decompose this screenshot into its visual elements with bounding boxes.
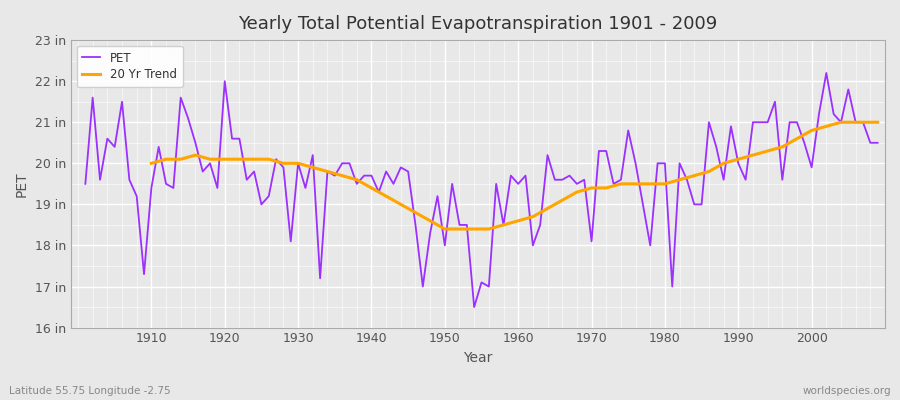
20 Yr Trend — [865, 120, 876, 125]
20 Yr Trend — [835, 120, 846, 125]
PET — [513, 182, 524, 186]
Line: PET: PET — [86, 73, 878, 307]
Y-axis label: PET: PET — [15, 171, 29, 197]
Text: worldspecies.org: worldspecies.org — [803, 386, 891, 396]
20 Yr Trend — [872, 120, 883, 125]
PET — [344, 161, 355, 166]
PET — [821, 70, 832, 75]
20 Yr Trend — [146, 161, 157, 166]
PET — [80, 182, 91, 186]
20 Yr Trend — [308, 165, 319, 170]
20 Yr Trend — [644, 182, 655, 186]
Title: Yearly Total Potential Evapotranspiration 1901 - 2009: Yearly Total Potential Evapotranspiratio… — [238, 15, 717, 33]
PET — [608, 182, 619, 186]
PET — [872, 140, 883, 145]
Text: Latitude 55.75 Longitude -2.75: Latitude 55.75 Longitude -2.75 — [9, 386, 171, 396]
Legend: PET, 20 Yr Trend: PET, 20 Yr Trend — [76, 46, 183, 87]
20 Yr Trend — [688, 173, 699, 178]
PET — [520, 173, 531, 178]
X-axis label: Year: Year — [464, 351, 492, 365]
PET — [300, 186, 310, 190]
20 Yr Trend — [439, 227, 450, 232]
20 Yr Trend — [381, 194, 392, 198]
PET — [469, 305, 480, 310]
20 Yr Trend — [366, 186, 377, 190]
Line: 20 Yr Trend: 20 Yr Trend — [151, 122, 878, 229]
PET — [139, 272, 149, 276]
